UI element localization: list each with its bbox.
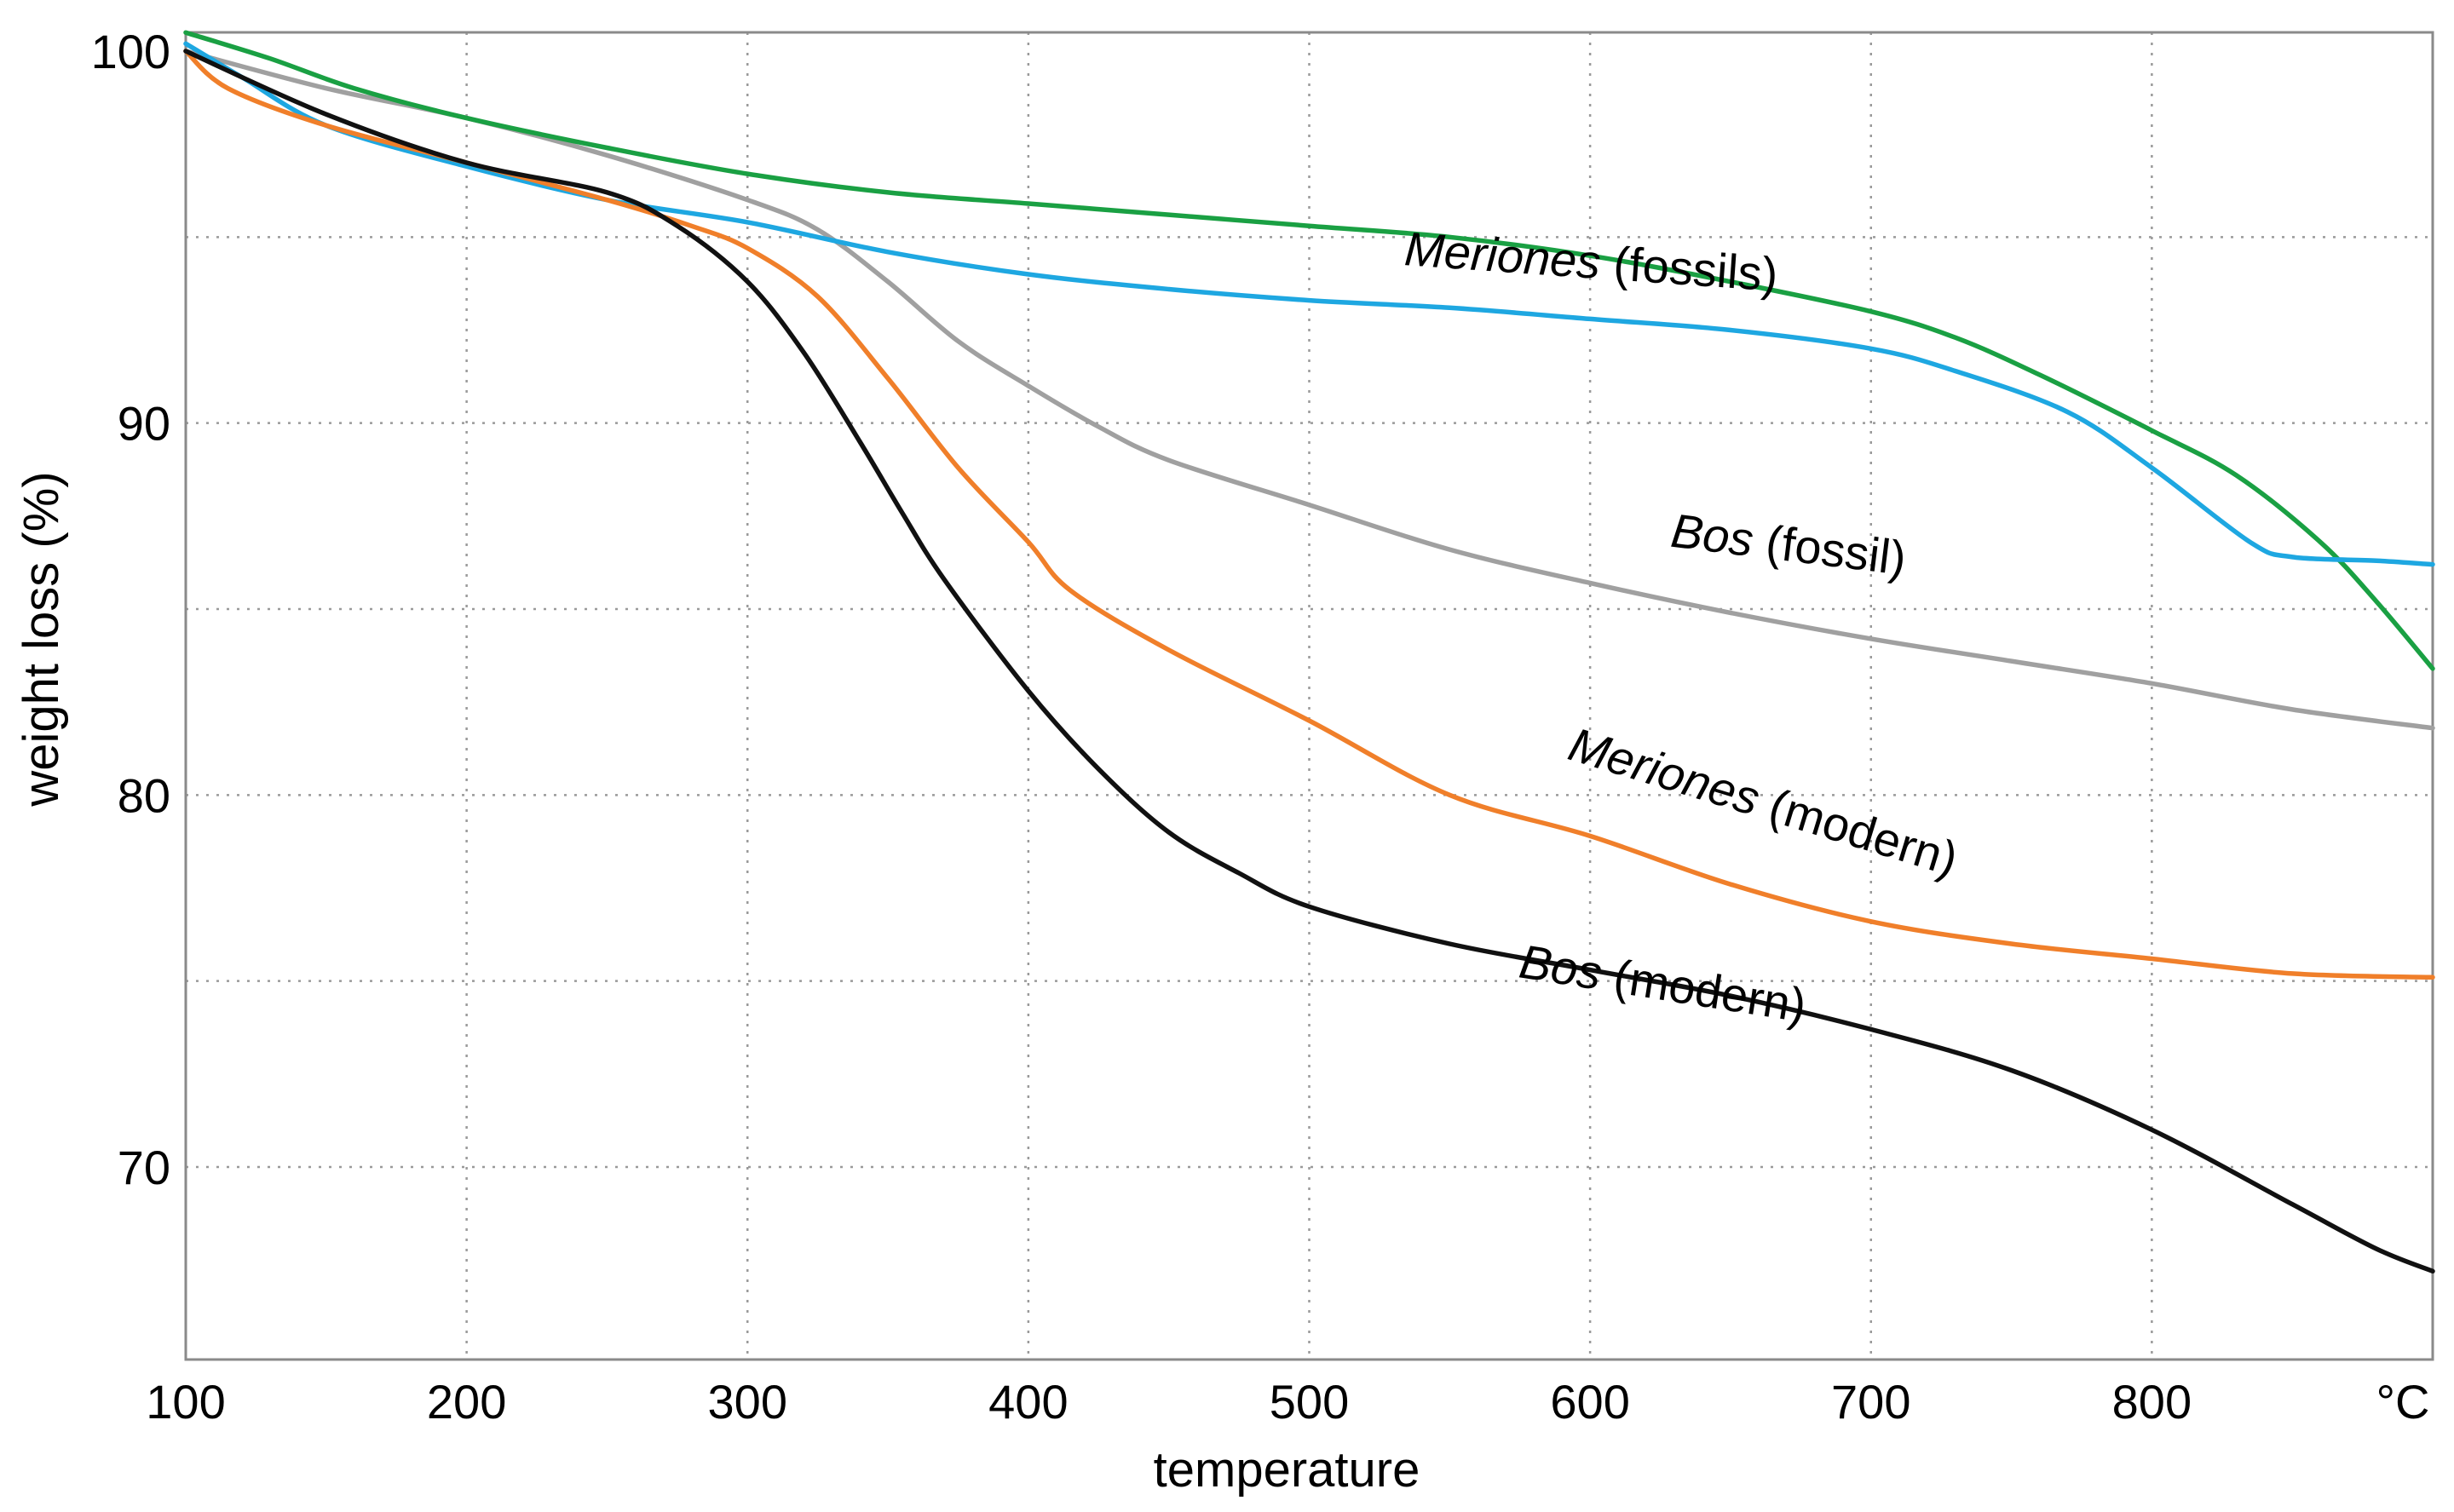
annotation-qualifier: (fossil) xyxy=(1750,513,1910,585)
y-tick-80: 80 xyxy=(118,768,170,822)
plot-frame xyxy=(184,31,2434,1361)
x-axis-label: temperature xyxy=(1154,1442,1420,1498)
x-unit-label: °C xyxy=(2376,1375,2430,1429)
x-tick-800: 800 xyxy=(2112,1375,2192,1429)
x-tick-500: 500 xyxy=(1270,1375,1349,1429)
series-annotation-0: Meriones (fossils) xyxy=(1403,221,1779,301)
annotation-qualifier: (modern) xyxy=(1750,774,1964,886)
annotation-qualifier: (fossils) xyxy=(1599,235,1779,301)
series-line-4 xyxy=(183,49,2435,1274)
annotation-taxon: Meriones xyxy=(1563,717,1766,826)
y-axis-ticks: 70 80 90 100 xyxy=(91,25,170,1194)
series-annotation-1: Bos (fossil) xyxy=(1668,503,1910,585)
annotation-taxon: Bos xyxy=(1668,503,1756,566)
annotation-qualifier: (modern) xyxy=(1597,947,1810,1032)
series-line-0 xyxy=(183,30,2435,671)
y-axis-label: weight loss (%) xyxy=(14,471,69,807)
annotation-taxon: Meriones xyxy=(1403,221,1602,289)
x-axis-ticks: 100 200 300 400 500 600 700 800 xyxy=(146,1375,2192,1429)
y-tick-70: 70 xyxy=(118,1141,170,1194)
x-tick-400: 400 xyxy=(988,1375,1068,1429)
series-line-3 xyxy=(183,49,2435,980)
grid xyxy=(186,32,2433,1360)
annotation-taxon: Bos xyxy=(1516,934,1605,1000)
y-tick-100: 100 xyxy=(91,25,170,78)
x-tick-600: 600 xyxy=(1550,1375,1629,1429)
annotations: Meriones (fossils) Bos (fossil) Meriones (… xyxy=(1403,221,1964,1032)
series-line-1 xyxy=(183,41,2435,567)
x-tick-700: 700 xyxy=(1831,1375,1910,1429)
x-tick-300: 300 xyxy=(708,1375,787,1429)
x-tick-200: 200 xyxy=(427,1375,506,1429)
series-annotation-2: Meriones (modern) xyxy=(1563,717,1964,887)
y-tick-90: 90 xyxy=(118,397,170,451)
series-line-2 xyxy=(183,49,2435,731)
series-annotation-3: Bos (modern) xyxy=(1516,934,1810,1032)
series-group xyxy=(183,30,2435,1274)
x-tick-100: 100 xyxy=(146,1375,225,1429)
